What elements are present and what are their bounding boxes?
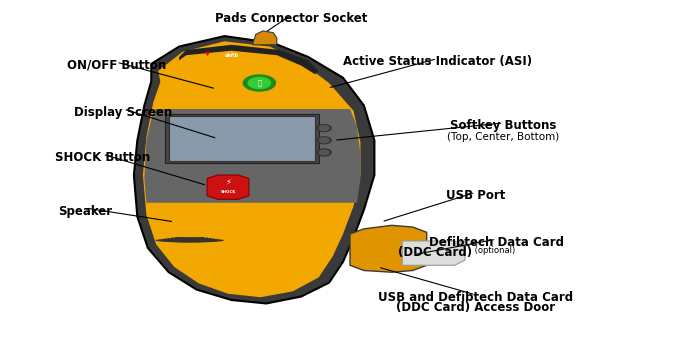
Text: Display Screen: Display Screen (74, 106, 172, 119)
Polygon shape (165, 114, 318, 163)
Polygon shape (402, 241, 465, 265)
Text: ⏻: ⏻ (257, 80, 262, 86)
Text: Active Status Indicator (ASI): Active Status Indicator (ASI) (342, 55, 532, 68)
Circle shape (244, 75, 275, 91)
Polygon shape (207, 175, 249, 199)
Text: USB and Defibtech Data Card: USB and Defibtech Data Card (378, 291, 573, 304)
Text: Speaker: Speaker (58, 204, 112, 217)
Text: ⚡: ⚡ (225, 177, 231, 187)
Text: SHOCK Button: SHOCK Button (55, 151, 150, 164)
Polygon shape (253, 31, 276, 45)
Text: (DDC Card): (DDC Card) (398, 246, 472, 259)
Text: (Top, Center, Bottom): (Top, Center, Bottom) (447, 132, 559, 142)
Polygon shape (169, 116, 315, 161)
Text: SHOCK: SHOCK (220, 190, 236, 194)
Text: ♥: ♥ (204, 52, 209, 57)
Circle shape (248, 77, 270, 89)
Circle shape (317, 149, 331, 156)
Text: USB Port: USB Port (446, 189, 505, 202)
Circle shape (317, 125, 331, 132)
Polygon shape (179, 45, 318, 74)
Text: Defibtech Data Card: Defibtech Data Card (429, 236, 564, 249)
Circle shape (319, 150, 329, 155)
Polygon shape (143, 41, 360, 297)
Polygon shape (134, 36, 374, 303)
Text: ON/OFF Button: ON/OFF Button (66, 59, 166, 72)
Text: (optional): (optional) (472, 246, 515, 255)
Text: (DDC Card) Access Door: (DDC Card) Access Door (396, 301, 555, 314)
Text: Pads Connector Socket: Pads Connector Socket (214, 12, 367, 25)
Text: defib: defib (225, 54, 239, 58)
Circle shape (317, 137, 331, 144)
Text: Softkey Buttons: Softkey Buttons (450, 119, 556, 132)
Circle shape (319, 126, 329, 131)
Polygon shape (350, 225, 427, 272)
Polygon shape (454, 241, 465, 246)
Text: tech: tech (239, 54, 249, 58)
Polygon shape (144, 109, 360, 203)
Circle shape (319, 138, 329, 143)
